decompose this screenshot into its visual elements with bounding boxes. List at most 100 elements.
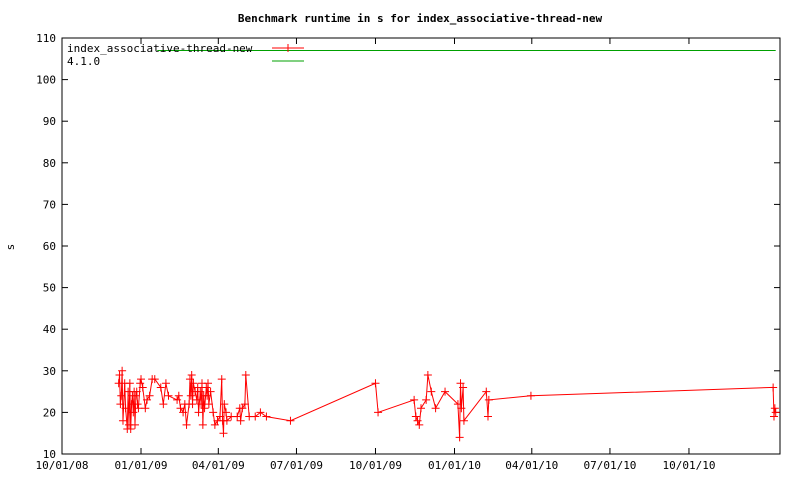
- data-point: [131, 420, 140, 429]
- legend-marker: [284, 44, 292, 52]
- data-point: [136, 379, 145, 388]
- data-point: [427, 387, 436, 396]
- data-point: [189, 379, 198, 388]
- x-tick-label: 04/01/10: [505, 459, 558, 472]
- x-tick-label: 07/01/09: [270, 459, 323, 472]
- data-point: [132, 387, 141, 396]
- x-tick-label: 10/01/10: [662, 459, 715, 472]
- data-point: [176, 404, 185, 413]
- y-tick-label: 70: [43, 198, 56, 211]
- x-tick-label: 01/01/09: [115, 459, 168, 472]
- data-point: [203, 391, 212, 400]
- data-point: [193, 383, 202, 392]
- data-point: [411, 412, 420, 421]
- y-tick-label: 10: [43, 448, 56, 461]
- x-tick-label: 04/01/09: [192, 459, 245, 472]
- y-tick-label: 30: [43, 365, 56, 378]
- data-point: [159, 400, 168, 409]
- data-point: [233, 412, 242, 421]
- data-point: [185, 375, 194, 384]
- data-point: [182, 420, 191, 429]
- data-point: [116, 400, 125, 409]
- series-index-associative-thread-new: [114, 366, 780, 442]
- data-point: [174, 391, 183, 400]
- x-axis-ticks: 10/01/08 01/01/09 04/01/09 07/01/09 10/01/09…: [36, 38, 715, 472]
- data-point: [456, 379, 465, 388]
- data-point: [453, 400, 462, 409]
- data-point: [134, 404, 143, 413]
- data-point: [441, 387, 450, 396]
- data-point: [483, 412, 492, 421]
- data-point: [484, 395, 493, 404]
- data-point: [204, 400, 213, 409]
- data-point: [197, 400, 206, 409]
- data-point: [222, 408, 231, 417]
- data-point: [137, 375, 146, 384]
- data-point: [256, 408, 265, 417]
- y-tick-label: 40: [43, 323, 56, 336]
- data-point: [417, 404, 425, 413]
- data-point: [216, 412, 225, 421]
- data-point: [117, 391, 126, 400]
- y-tick-label: 110: [36, 32, 56, 45]
- x-tick-label: 10/01/08: [36, 459, 89, 472]
- data-point: [131, 391, 140, 400]
- data-point: [374, 408, 383, 417]
- data-point: [129, 408, 138, 417]
- data-point: [413, 416, 422, 425]
- data-point: [770, 404, 779, 413]
- data-point: [194, 408, 203, 417]
- series-layer: [114, 50, 780, 442]
- data-point: [459, 416, 468, 425]
- x-tick-label: 10/01/09: [349, 459, 402, 472]
- data-point: [769, 412, 778, 421]
- data-point: [186, 391, 195, 400]
- y-tick-label: 60: [43, 240, 56, 253]
- data-point: [210, 420, 219, 429]
- data-point: [164, 391, 173, 400]
- data-point: [209, 408, 218, 417]
- data-point: [133, 400, 142, 409]
- data-point: [455, 433, 464, 442]
- y-tick-label: 50: [43, 282, 56, 295]
- data-point: [202, 383, 211, 392]
- data-point: [410, 395, 419, 404]
- data-point: [161, 379, 170, 388]
- data-point: [156, 383, 165, 392]
- data-point: [121, 404, 130, 413]
- data-point: [423, 370, 432, 379]
- data-point: [188, 400, 197, 409]
- data-point: [192, 395, 201, 404]
- data-point: [173, 395, 182, 404]
- data-point: [217, 375, 226, 384]
- x-tick-label: 07/01/10: [583, 459, 636, 472]
- data-point: [241, 370, 250, 379]
- data-point: [251, 412, 260, 421]
- data-point: [138, 383, 147, 392]
- data-point: [187, 370, 196, 379]
- data-point: [526, 391, 535, 400]
- data-point: [422, 395, 431, 404]
- data-point: [143, 395, 152, 404]
- data-point: [459, 383, 468, 392]
- data-point: [415, 420, 424, 429]
- data-point: [126, 425, 135, 434]
- y-tick-label: 80: [43, 157, 56, 170]
- data-point: [286, 416, 295, 425]
- data-point: [222, 416, 231, 425]
- chart-title: Benchmark runtime in s for index_associa…: [238, 12, 603, 25]
- data-point: [141, 404, 150, 413]
- data-point: [219, 429, 228, 438]
- data-point: [204, 379, 213, 388]
- data-point: [771, 408, 780, 417]
- data-point: [262, 412, 271, 421]
- data-point: [115, 370, 124, 379]
- y-axis-ticks: 10 20 30 40 50 60 70 80 90 100 110: [36, 32, 780, 461]
- y-tick-label: 20: [43, 406, 56, 419]
- data-point: [145, 391, 154, 400]
- data-point: [150, 375, 159, 384]
- data-point: [371, 379, 380, 388]
- legend-label: 4.1.0: [67, 55, 100, 68]
